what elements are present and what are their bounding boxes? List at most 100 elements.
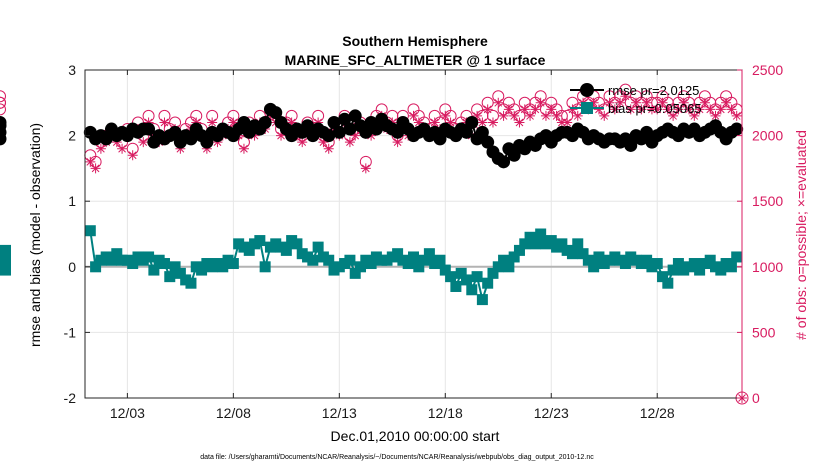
bias-point [349, 267, 361, 279]
bias-point [715, 264, 727, 276]
y-left-tick-label: -2 [64, 390, 77, 406]
obs-evaluated-point [731, 110, 742, 121]
rmse-point [168, 125, 182, 139]
bias-point [413, 261, 425, 273]
legend-rmse-marker [580, 83, 594, 97]
bias-point [641, 254, 653, 266]
bias-point [243, 244, 255, 256]
y-right-tick-label: 500 [752, 324, 776, 340]
obs-evaluated-point [593, 104, 604, 115]
bias-point [227, 258, 239, 270]
legend-bias-label: bias pr=0.05065 [608, 101, 702, 116]
rmse-point [640, 125, 654, 139]
obs-evaluated-point [546, 104, 557, 115]
bias-point [445, 271, 457, 283]
bias-series [0, 225, 743, 306]
rmse-point [200, 135, 214, 149]
rmse-point [497, 155, 511, 169]
bias-point [588, 261, 600, 273]
x-tick-label: 12/23 [534, 405, 569, 421]
bias-point [90, 261, 102, 273]
bias-point [174, 267, 186, 279]
bias-point [84, 225, 96, 237]
obs-evaluated-point [159, 117, 170, 128]
rmse-point [269, 106, 283, 120]
bias-point [566, 248, 578, 260]
bias-point [169, 261, 181, 273]
obs-evaluated-point [567, 104, 578, 115]
rmse-point [301, 119, 315, 133]
obs-evaluated-point [721, 97, 732, 108]
obs-evaluated-point [498, 110, 509, 121]
obs-evaluated-point [646, 104, 657, 115]
obs-evaluated-point [344, 137, 355, 148]
obs-possible-point [0, 96, 6, 109]
x-axis-label: Dec.01,2010 00:00:00 start [331, 428, 500, 444]
obs-evaluated-point [360, 163, 371, 174]
obs-evaluated-point [715, 104, 726, 115]
bias-point [688, 258, 700, 270]
obs-evaluated-point [286, 117, 297, 128]
obs-evaluated-point [509, 110, 520, 121]
obs-evaluated-point [318, 137, 329, 148]
bias-point [0, 264, 11, 276]
y-left-tick-label: 0 [68, 259, 76, 275]
obs-evaluated-point [710, 110, 721, 121]
x-tick-label: 12/03 [110, 405, 145, 421]
bias-point [593, 251, 605, 263]
obs-possible-point [0, 90, 6, 103]
bias-point [148, 264, 160, 276]
obs-evaluated-point [668, 110, 679, 121]
obs-evaluated-point [207, 117, 218, 128]
chart-subtitle: MARINE_SFC_ALTIMETER @ 1 surface [285, 52, 546, 68]
obs-evaluated-point [625, 104, 636, 115]
obs-evaluated-point [636, 104, 647, 115]
bias-point [402, 258, 414, 270]
rmse-point [0, 119, 7, 133]
bias-point [466, 284, 478, 296]
bias-point [455, 267, 467, 279]
bias-point [185, 277, 197, 289]
obs-evaluated-point [694, 104, 705, 115]
obs-evaluated-point [440, 110, 451, 121]
y-left-tick-label: 1 [68, 193, 76, 209]
rmse-point [322, 129, 336, 143]
bias-point [418, 254, 430, 266]
obs-evaluated-point [323, 143, 334, 154]
rmse-point [730, 122, 744, 136]
y-axis-label-right: # of obs: o=possible; ×=evaluated [793, 130, 809, 340]
rmse-point [369, 122, 383, 136]
plot-series [0, 84, 749, 405]
bias-point [111, 248, 123, 260]
bias-point [355, 261, 367, 273]
bias-point [556, 238, 568, 250]
bias-point [217, 261, 229, 273]
rmse-point [332, 125, 346, 139]
bias-point [127, 258, 139, 270]
obs-evaluated-point [699, 97, 710, 108]
x-tick-label: 12/08 [216, 405, 251, 421]
bias-point [731, 251, 743, 263]
bias-point [254, 235, 266, 247]
obs-possible-point [0, 103, 6, 116]
rmse-point [507, 148, 521, 162]
obs-evaluated-point [429, 117, 440, 128]
bias-point [143, 251, 155, 263]
y-right-tick-label: 2000 [752, 128, 783, 144]
bias-point [657, 271, 669, 283]
bias-point [519, 238, 531, 250]
bias-point [694, 264, 706, 276]
obs-evaluated-point [684, 104, 695, 115]
bias-point [158, 258, 170, 270]
obs-evaluated-point [652, 104, 663, 115]
bias-point [651, 258, 663, 270]
bias-point [164, 271, 176, 283]
obs-evaluated-point [609, 104, 620, 115]
data-file-footer: data file: /Users/gharamti/Documents/NCA… [200, 454, 594, 461]
bias-point [572, 238, 584, 250]
obs-evaluated-point [551, 110, 562, 121]
obs-evaluated-point [673, 104, 684, 115]
y-right-tick-label: 0 [752, 390, 760, 406]
bias-point [662, 277, 674, 289]
obs-evaluated-point [678, 97, 689, 108]
